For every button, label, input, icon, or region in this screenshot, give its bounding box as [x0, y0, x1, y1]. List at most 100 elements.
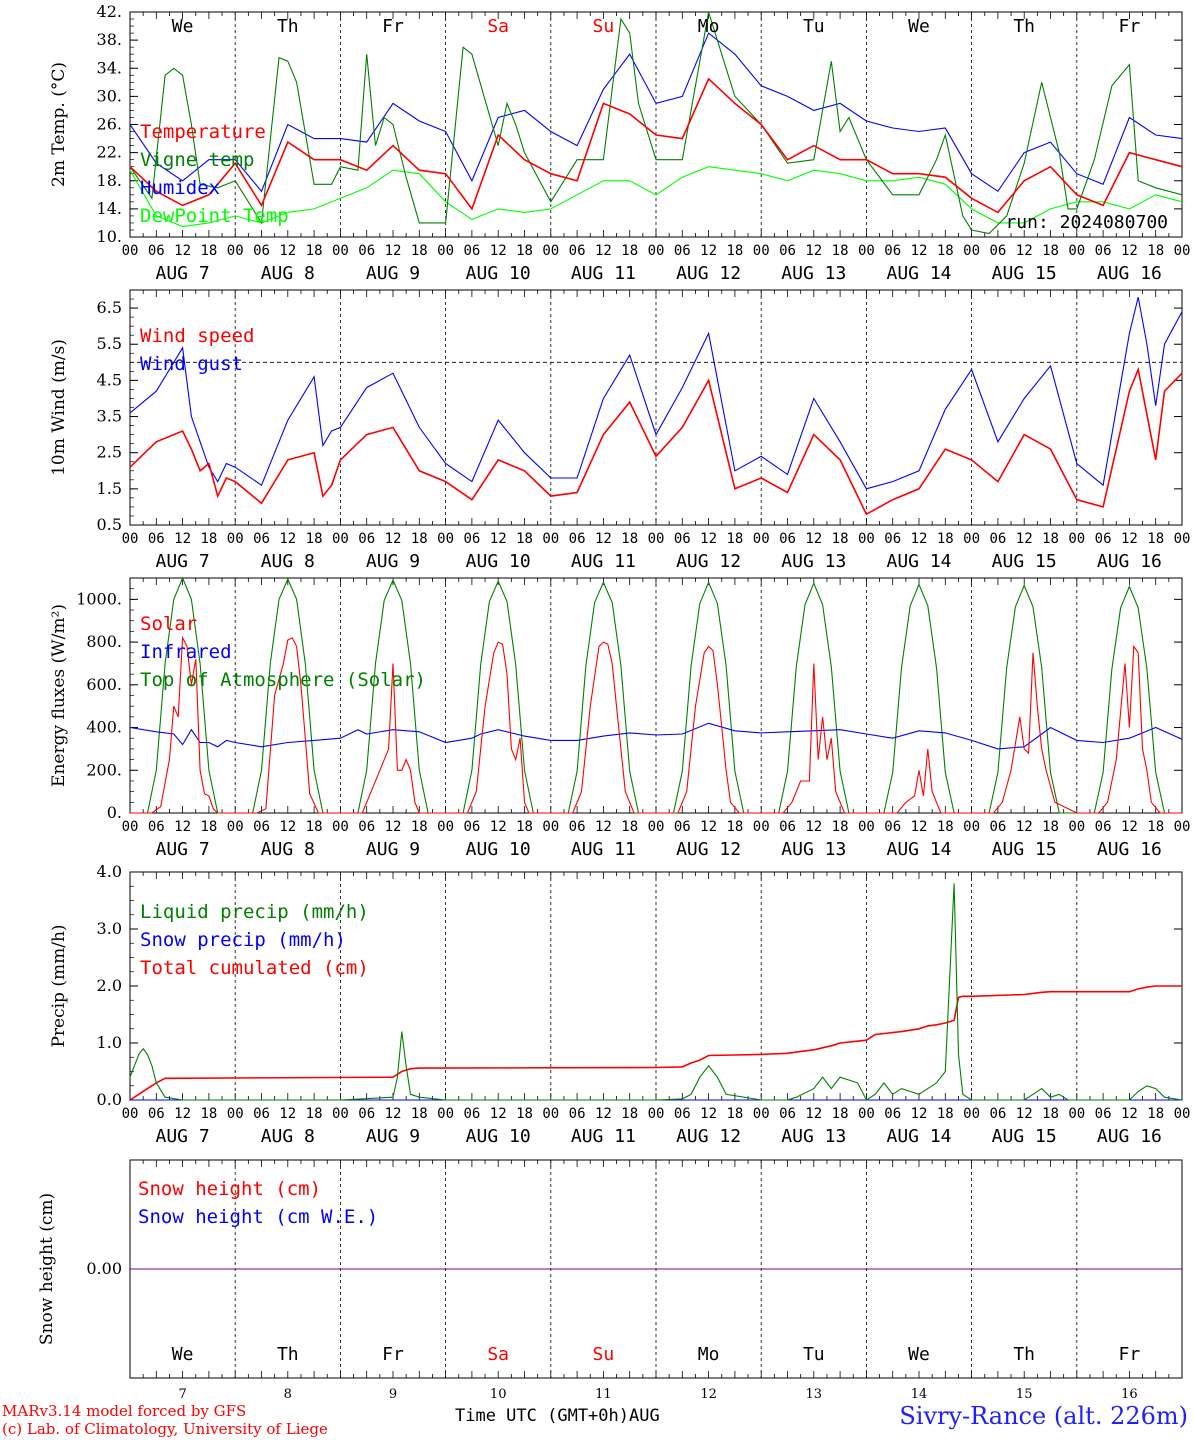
hour-label: 06	[253, 531, 270, 547]
y-tick-label: 1.0	[97, 1033, 122, 1052]
hour-label: 06	[253, 1106, 270, 1122]
hour-label: 18	[306, 1106, 323, 1122]
legend-entry: DewPoint Temp	[140, 205, 289, 227]
hour-label: 12	[595, 531, 612, 547]
hour-label: 12	[595, 243, 612, 259]
hour-label: 00	[332, 531, 349, 547]
credit-line-2: (c) Lab. of Climatology, University of L…	[2, 1420, 328, 1438]
y-tick-label: 0.0	[97, 1090, 122, 1109]
hour-label: 18	[621, 531, 638, 547]
date-label: AUG 11	[571, 1126, 636, 1147]
hour-label: 06	[779, 531, 796, 547]
y-tick-label: 3.0	[97, 919, 122, 938]
weekday-label: Mo	[698, 16, 720, 37]
hour-label: 06	[674, 531, 691, 547]
y-tick-label: 14.	[97, 199, 122, 218]
hour-label: 06	[1095, 243, 1112, 259]
series-line-2	[129, 722, 1183, 750]
weekday-label: Tu	[803, 1344, 825, 1365]
y-tick-label: 4.5	[97, 370, 122, 389]
hour-label: 06	[253, 243, 270, 259]
series-line-1	[129, 77, 1183, 214]
legend-entry: Vigne temp	[140, 149, 254, 171]
hour-label: 00	[858, 243, 875, 259]
hour-label: 12	[1121, 243, 1138, 259]
series-line-1	[129, 366, 1183, 516]
hour-label: 00	[227, 819, 244, 835]
panel-2: 0.5 1.5 2.5 3.5 4.5 5.5 6.5 10m Wind (m/s) Wind …	[49, 289, 1190, 572]
hour-label: 00	[963, 819, 980, 835]
date-label: AUG 12	[676, 263, 741, 284]
hour-label: 00	[122, 1106, 139, 1122]
weekday-label: Fr	[1119, 16, 1141, 37]
hour-label: 00	[437, 531, 454, 547]
y-axis-title: Snow height (cm)	[37, 1193, 57, 1345]
hour-label: 00	[542, 819, 559, 835]
weekday-label: Sa	[487, 1344, 509, 1365]
legend-entry: Wind speed	[140, 325, 254, 347]
legend-entry: Snow height (cm W.E.)	[138, 1206, 378, 1228]
hour-label: 00	[227, 531, 244, 547]
legend-entry: Wind gust	[140, 353, 243, 375]
hour-label: 18	[516, 531, 533, 547]
hour-label: 18	[1042, 1106, 1059, 1122]
date-label: AUG 11	[571, 263, 636, 284]
hour-label: 12	[1016, 819, 1033, 835]
hour-label: 12	[385, 1106, 402, 1122]
hour-label: 00	[542, 1106, 559, 1122]
hour-label: 12	[595, 1106, 612, 1122]
hour-label: 00	[227, 243, 244, 259]
hour-label: 18	[621, 1106, 638, 1122]
y-tick-label: 30.	[97, 86, 122, 105]
date-label: AUG 10	[466, 263, 531, 284]
hour-label: 18	[832, 531, 849, 547]
date-label: AUG 12	[676, 839, 741, 860]
date-label: AUG 14	[886, 263, 951, 284]
hour-label: 06	[463, 1106, 480, 1122]
day-number-label: 11	[595, 1387, 612, 1402]
hour-label: 06	[358, 819, 375, 835]
date-label: AUG 16	[1097, 263, 1162, 284]
hour-label: 18	[306, 243, 323, 259]
legend-entry: Snow height (cm)	[138, 1178, 321, 1200]
hour-label: 12	[911, 531, 928, 547]
y-axis: 0.0 1.0 2.0 3.0 4.0	[97, 862, 1182, 1109]
run-annotation: run: 2024080700	[1005, 212, 1168, 233]
weekday-label: Fr	[382, 16, 404, 37]
date-label: AUG 9	[366, 551, 420, 572]
legend-entry: Infrared	[140, 641, 232, 663]
hour-label: 06	[148, 1106, 165, 1122]
hour-label: 12	[1016, 243, 1033, 259]
hour-label: 18	[516, 243, 533, 259]
hour-label: 18	[411, 531, 428, 547]
hour-label: 06	[358, 243, 375, 259]
hour-label: 18	[200, 1106, 217, 1122]
weekday-label: We	[172, 16, 194, 37]
hour-label: 12	[279, 531, 296, 547]
date-label: AUG 8	[261, 839, 315, 860]
hour-label: 00	[648, 819, 665, 835]
hour-label: 06	[1095, 531, 1112, 547]
hour-label: 18	[621, 243, 638, 259]
hour-label: 18	[1147, 243, 1164, 259]
legend-entry: Snow precip (mm/h)	[140, 929, 346, 951]
weekday-label: Tu	[803, 16, 825, 37]
hour-label: 18	[726, 1106, 743, 1122]
hour-label: 12	[911, 819, 928, 835]
weekday-label: Sa	[487, 16, 509, 37]
hour-label: 18	[1042, 243, 1059, 259]
hour-label: 18	[306, 819, 323, 835]
hour-label: 00	[858, 531, 875, 547]
date-label: AUG 8	[261, 263, 315, 284]
hour-label: 06	[569, 243, 586, 259]
hour-label: 06	[779, 1106, 796, 1122]
hour-label: 12	[805, 1106, 822, 1122]
hour-label: 06	[779, 243, 796, 259]
hour-label: 00	[648, 531, 665, 547]
weekday-label: We	[908, 1344, 930, 1365]
hour-label: 00	[437, 243, 454, 259]
y-tick-label: 38.	[97, 30, 122, 49]
x-axis-title: Time UTC (GMT+0h)AUG	[455, 1406, 660, 1426]
hour-label: 12	[490, 243, 507, 259]
hour-label: 18	[411, 819, 428, 835]
